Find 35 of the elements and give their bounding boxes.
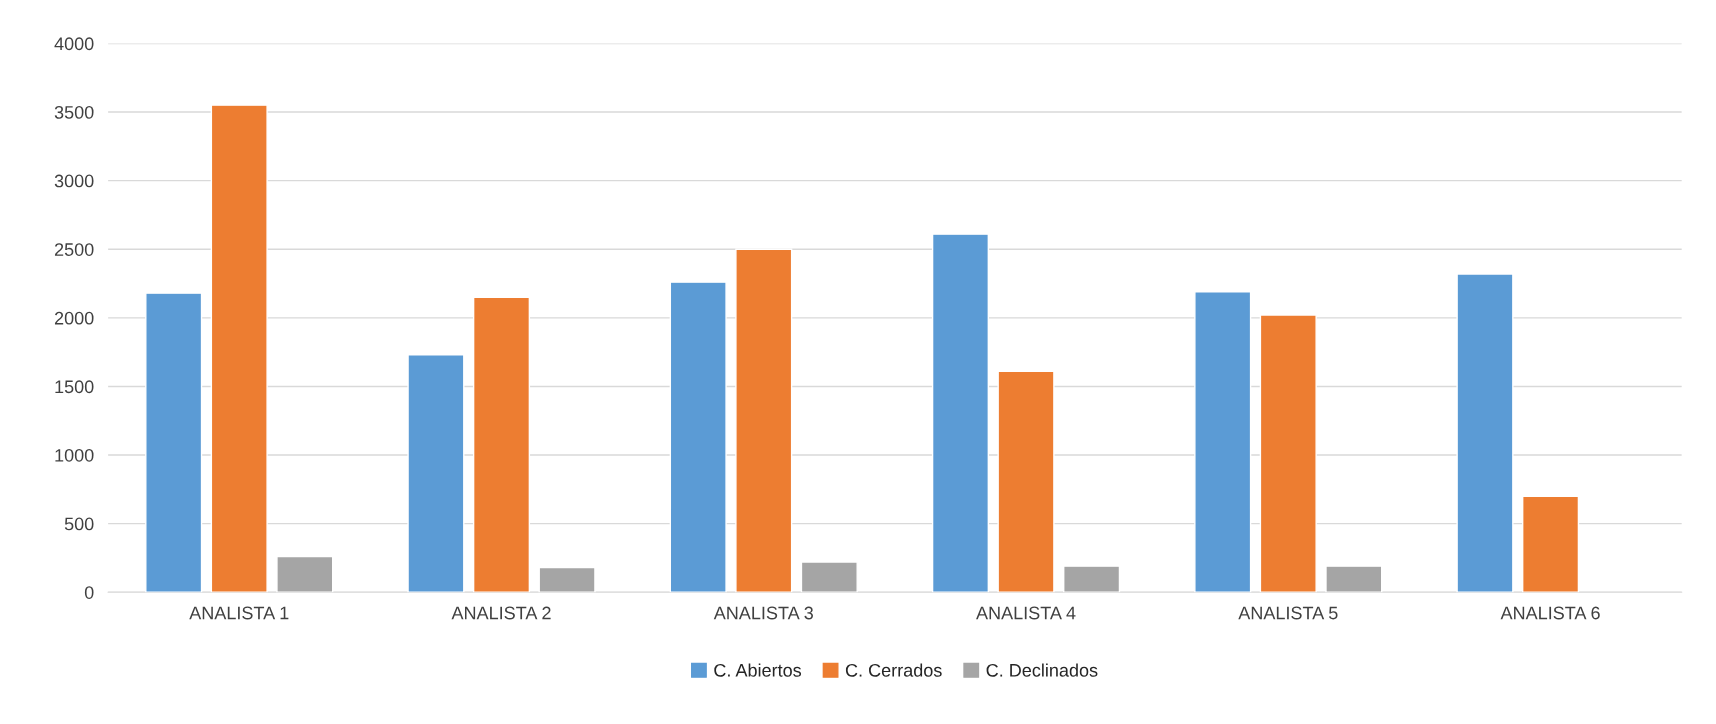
bar [669, 281, 727, 593]
legend-label: C. Declinados [986, 663, 1098, 677]
x-tick-label: ANALISTA 2 [451, 606, 551, 620]
y-tick-label: 1500 [55, 380, 94, 394]
y-tick-label: 2500 [54, 243, 94, 256]
bar [735, 248, 793, 593]
y-tick-label: 1000 [55, 448, 94, 462]
bar [1456, 273, 1514, 593]
bar [800, 561, 858, 593]
x-tick-label: ANALISTA 5 [1238, 606, 1338, 620]
bar [931, 233, 990, 593]
x-tick-label: ANALISTA 4 [976, 606, 1076, 620]
bar [1325, 565, 1383, 593]
x-tick-label: ANALISTA 6 [1500, 606, 1600, 620]
y-tick-label: 3500 [54, 105, 94, 119]
bar [210, 104, 268, 593]
bar [407, 354, 465, 593]
bar [538, 566, 596, 593]
bar [472, 296, 531, 593]
y-tick-label: 0 [84, 586, 94, 599]
bar [997, 370, 1055, 593]
bar [1063, 565, 1121, 593]
bar [1259, 314, 1317, 593]
y-tick-label: 3000 [54, 174, 94, 188]
bar [145, 292, 203, 593]
bar [276, 555, 334, 593]
x-tick-label: ANALISTA 3 [713, 606, 813, 620]
y-tick-label: 2000 [54, 311, 94, 325]
legend-label: C. Cerrados [845, 663, 942, 677]
y-tick-label: 500 [64, 517, 94, 531]
bar [1521, 495, 1580, 593]
y-tick-label: 4000 [54, 37, 94, 51]
bar [1194, 291, 1252, 593]
x-tick-label: ANALISTA 1 [189, 606, 289, 620]
legend-label: C. Abiertos [714, 663, 802, 677]
